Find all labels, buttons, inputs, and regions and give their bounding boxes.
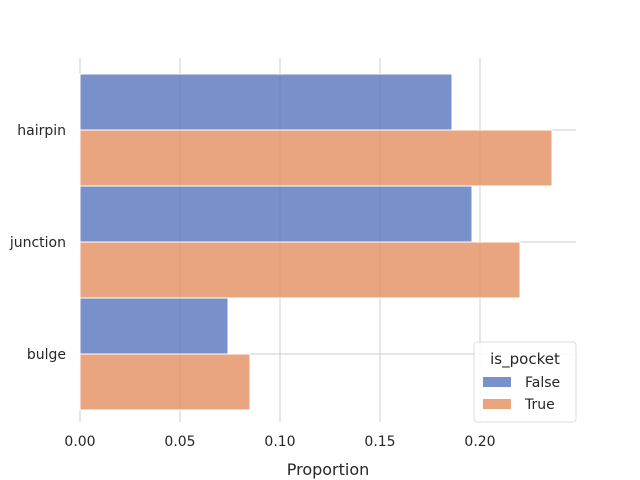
x-tick-label: 0.20	[464, 434, 495, 450]
bar-junction-false	[79, 185, 473, 243]
legend-label-true: True	[524, 397, 555, 413]
x-tick-label: 0.10	[264, 434, 295, 450]
legend-title: is_pocket	[490, 350, 560, 369]
bars	[79, 73, 553, 411]
bar-hairpin-false	[79, 73, 453, 131]
y-tick-label: bulge	[27, 347, 66, 363]
legend: is_pocket False True	[473, 341, 577, 423]
bar-junction-true	[79, 241, 521, 299]
legend-swatch-true	[483, 399, 511, 409]
y-tick-labels: hairpin junction bulge	[9, 123, 66, 363]
x-tick-labels: 0.00 0.05 0.10 0.15 0.20	[64, 434, 495, 450]
x-tick-label: 0.15	[364, 434, 395, 450]
y-tick-label: hairpin	[17, 123, 66, 139]
legend-swatch-false	[483, 377, 511, 387]
bar-hairpin-true	[79, 129, 553, 187]
y-tick-label: junction	[9, 235, 66, 251]
bar-bulge-true	[79, 353, 251, 411]
x-tick-label: 0.05	[164, 434, 195, 450]
x-axis-title: Proportion	[287, 460, 370, 479]
bar-bulge-false	[79, 297, 229, 355]
x-tick-label: 0.00	[64, 434, 95, 450]
legend-label-false: False	[525, 375, 560, 391]
